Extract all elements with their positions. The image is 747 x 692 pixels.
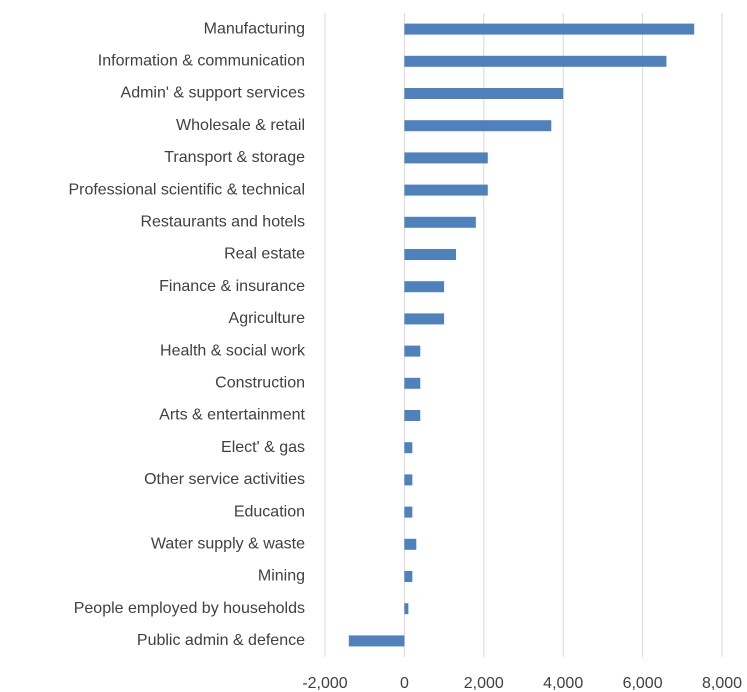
- y-tick-label: Mining: [258, 568, 305, 585]
- x-tick-label: 2,000: [464, 675, 504, 692]
- bar: [404, 377, 421, 389]
- y-tick-label: Finance & insurance: [159, 278, 305, 295]
- y-tick-label: Restaurants and hotels: [140, 214, 305, 231]
- bar: [404, 152, 488, 164]
- y-tick-label: Arts & entertainment: [159, 407, 305, 424]
- bar: [404, 474, 413, 486]
- y-tick-label: Construction: [215, 375, 305, 392]
- bar: [404, 88, 564, 99]
- bar: [404, 55, 667, 67]
- y-tick-label: Transport & storage: [164, 149, 305, 166]
- y-tick-label: Public admin & defence: [137, 632, 305, 649]
- y-tick-label: Information & communication: [98, 53, 305, 70]
- bar: [348, 635, 405, 647]
- x-tick-label: 8,000: [702, 675, 742, 692]
- bar: [404, 120, 552, 132]
- y-tick-label: Professional scientific & technical: [68, 181, 305, 198]
- y-tick-label: Health & social work: [160, 342, 306, 359]
- bar: [404, 313, 445, 325]
- bar: [404, 538, 417, 550]
- y-tick-label: Water supply & waste: [151, 536, 305, 553]
- y-tick-label: Agriculture: [229, 310, 306, 327]
- x-tick-label: 0: [400, 675, 409, 692]
- bar: [404, 345, 421, 357]
- bar: [404, 249, 457, 260]
- y-tick-label: Elect' & gas: [221, 439, 305, 456]
- bar: [404, 184, 488, 196]
- bar: [404, 410, 421, 421]
- bar: [404, 216, 476, 228]
- y-tick-label: Other service activities: [144, 471, 305, 488]
- bar: [404, 603, 409, 615]
- y-tick-label: Real estate: [224, 246, 305, 263]
- bar: [404, 281, 445, 293]
- y-tick-label: Manufacturing: [204, 20, 305, 37]
- y-tick-label: Education: [234, 503, 305, 520]
- x-tick-label: 4,000: [543, 675, 583, 692]
- bar: [404, 442, 413, 454]
- x-tick-label: 6,000: [623, 675, 663, 692]
- x-tick-label: -2,000: [302, 675, 347, 692]
- bar: [404, 506, 413, 518]
- y-tick-label: People employed by households: [74, 600, 305, 617]
- bar: [404, 23, 695, 35]
- y-tick-label: Wholesale & retail: [176, 117, 305, 134]
- y-tick-label: Admin' & support services: [121, 85, 305, 102]
- bar: [404, 571, 413, 582]
